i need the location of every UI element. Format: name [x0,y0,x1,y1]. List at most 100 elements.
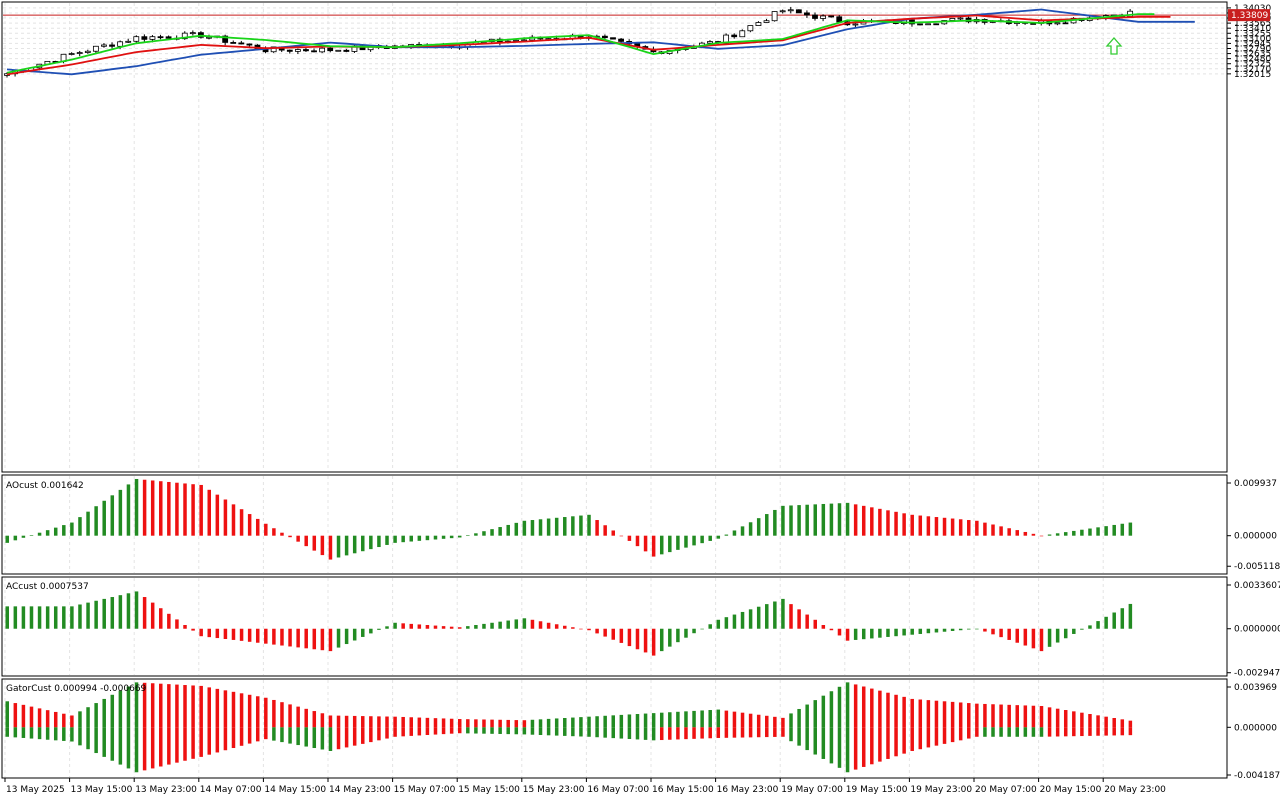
ac-bar [126,593,131,629]
ao-bar [1023,531,1028,536]
price-axis-label: 1.33410 [1234,24,1271,34]
ao-bar [676,535,680,550]
gator-lower-bar [369,727,373,743]
ao-bar [918,515,923,536]
gator-upper-bar [247,694,252,728]
ao-bar [272,528,276,536]
ac-bar [579,628,583,630]
current-price-tag [1228,9,1270,22]
ao-bar [1031,533,1036,536]
ao-bar [579,515,583,536]
ac-bar [773,601,777,629]
ac-bar [21,606,26,629]
price-axis-label: 1.32015 [1234,70,1271,80]
gator-lower-bar [765,727,769,738]
ao-bar [773,509,777,536]
candle-body [618,38,624,42]
ac-bar [870,628,874,639]
gator-upper-bar [175,684,179,728]
gator-upper-bar [861,686,866,728]
ac-bar [312,628,317,650]
ac-bar [781,598,785,629]
gator-upper-bar [1039,706,1044,728]
gator-upper-bar [894,694,898,728]
ac-bar [159,608,163,629]
gator-upper-bar [797,708,801,728]
gator-lower-bar [1096,727,1100,736]
gator-lower-bar [474,727,478,734]
ac-bar [716,619,721,629]
ac-bar [385,626,389,629]
ao-bar [942,517,947,536]
ac-bar [845,628,850,641]
ao-bar [385,535,389,545]
gator-upper-bar [29,706,34,728]
ao-bar [797,505,801,536]
candle-body [149,36,156,40]
ao-pane[interactable] [1,474,1228,575]
ao-bar [1104,526,1108,536]
ao-bar [894,511,898,536]
ao-bar [651,535,656,557]
gator-upper-bar [700,710,704,728]
ao-bar [740,526,745,536]
candle-body [157,36,164,39]
gator-upper-bar [708,710,712,728]
ac-bar [514,619,519,629]
ac-bar [474,625,478,629]
gator-upper-bar [264,697,268,728]
gator-upper-bar [62,713,66,728]
ac-bar [344,628,349,645]
ac-bar [320,628,325,651]
candle-body [949,17,956,21]
main-pane[interactable] [1,1,1228,473]
gator-upper-bar [781,717,785,728]
ac-bar [5,606,9,629]
gator-lower-bar [118,727,123,765]
ao-bar [805,504,809,536]
gator-lower-bar [724,727,729,738]
gator-upper-bar [425,717,430,728]
gator-lower-bar [1015,727,1019,737]
gator-upper-bar [853,684,858,728]
gator-upper-bar [635,714,640,728]
ac-pane[interactable] [1,576,1228,677]
gator-lower-bar [401,727,405,737]
ac-bar [740,611,745,629]
candle-body [933,23,940,26]
ao-bar [223,499,228,536]
current-price-label: 1.33809 [1231,11,1268,21]
gator-lower-bar [110,727,115,761]
ao-bar [482,531,486,536]
gator-upper-bar [13,703,18,728]
gator-upper-bar [918,699,923,728]
gator-lower-bar [805,727,809,751]
ao-bar [716,535,721,539]
gator-upper-bar [498,719,502,728]
gator-lower-bar [845,727,850,773]
ao-axis-label: 0.000000 [1234,532,1277,542]
ac-bar [288,628,292,647]
gator-upper-bar [611,715,615,728]
price-axis-label: 1.33565 [1234,19,1271,29]
price-series-layer [3,6,1226,78]
gator-lower-bar [183,727,187,761]
ac-bar [191,628,195,631]
gator-lower-bar [797,727,801,746]
ac-bar [635,628,640,650]
gator-lower-bar [546,727,551,736]
candle-body [1062,22,1069,25]
ac-bar [223,628,228,639]
ac-bar [86,602,90,629]
ao-bar [312,535,317,551]
ac-bar [393,622,397,629]
ao-bar [191,484,195,536]
ao-bar [1128,522,1133,536]
buy-signal-arrow-icon [1105,37,1123,55]
ao-bar [668,535,672,553]
gator-lower-bar [296,727,300,746]
ac-bar [401,623,405,629]
gator-lower-bar [789,727,793,742]
